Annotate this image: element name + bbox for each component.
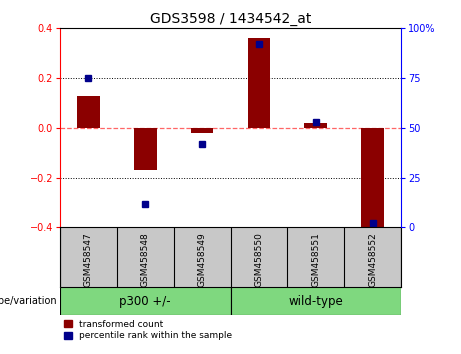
Legend: transformed count, percentile rank within the sample: transformed count, percentile rank withi…	[65, 320, 232, 340]
Text: GSM458550: GSM458550	[254, 232, 263, 287]
Text: p300 +/-: p300 +/-	[119, 295, 171, 308]
Text: genotype/variation: genotype/variation	[0, 296, 57, 306]
Bar	[77, 96, 100, 128]
Bar	[304, 123, 327, 128]
Text: GSM458551: GSM458551	[311, 232, 320, 287]
Bar	[361, 128, 384, 227]
Text: wild-type: wild-type	[289, 295, 343, 308]
Text: GSM458548: GSM458548	[141, 232, 150, 287]
Bar	[134, 128, 157, 170]
Text: GSM458549: GSM458549	[198, 232, 207, 287]
Text: GSM458552: GSM458552	[368, 232, 377, 287]
Bar	[230, 287, 401, 315]
Bar	[60, 287, 230, 315]
Bar	[191, 128, 213, 133]
Text: GSM458547: GSM458547	[84, 232, 93, 287]
Bar	[248, 38, 270, 128]
Title: GDS3598 / 1434542_at: GDS3598 / 1434542_at	[150, 12, 311, 26]
